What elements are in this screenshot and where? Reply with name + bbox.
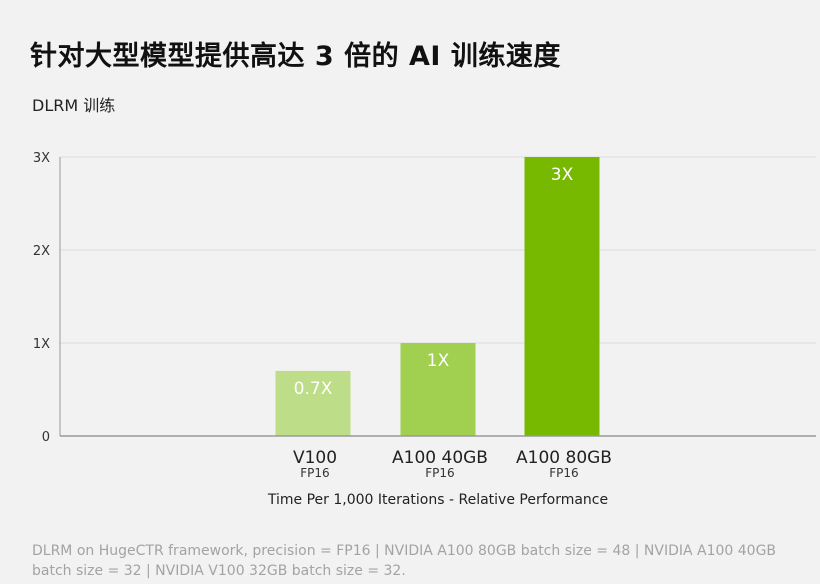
page-title: 针对大型模型提供高达 3 倍的 AI 训练速度 (30, 41, 561, 72)
x-tick-sublabel: FP16 (425, 466, 454, 480)
data-label: 0.7X (294, 379, 333, 399)
chart-title: DLRM 训练 (32, 96, 116, 115)
x-axis-label: Time Per 1,000 Iterations - Relative Per… (267, 492, 608, 508)
bar (400, 343, 476, 436)
x-tick-label: A100 40GB (392, 448, 488, 468)
bar (524, 157, 600, 436)
y-tick-label: 0 (42, 430, 50, 445)
y-tick-label: 2X (33, 244, 50, 259)
data-label: 1X (427, 351, 450, 371)
y-tick-label: 1X (33, 337, 50, 352)
data-label: 3X (551, 165, 574, 185)
footnote: DLRM on HugeCTR framework, precision = F… (32, 543, 777, 579)
y-tick-label: 3X (33, 151, 50, 166)
x-tick-label: V100 (293, 448, 337, 468)
bar (275, 370, 351, 436)
x-tick-sublabel: FP16 (300, 466, 329, 480)
x-tick-label: A100 80GB (516, 448, 612, 468)
x-tick-sublabel: FP16 (549, 466, 578, 480)
